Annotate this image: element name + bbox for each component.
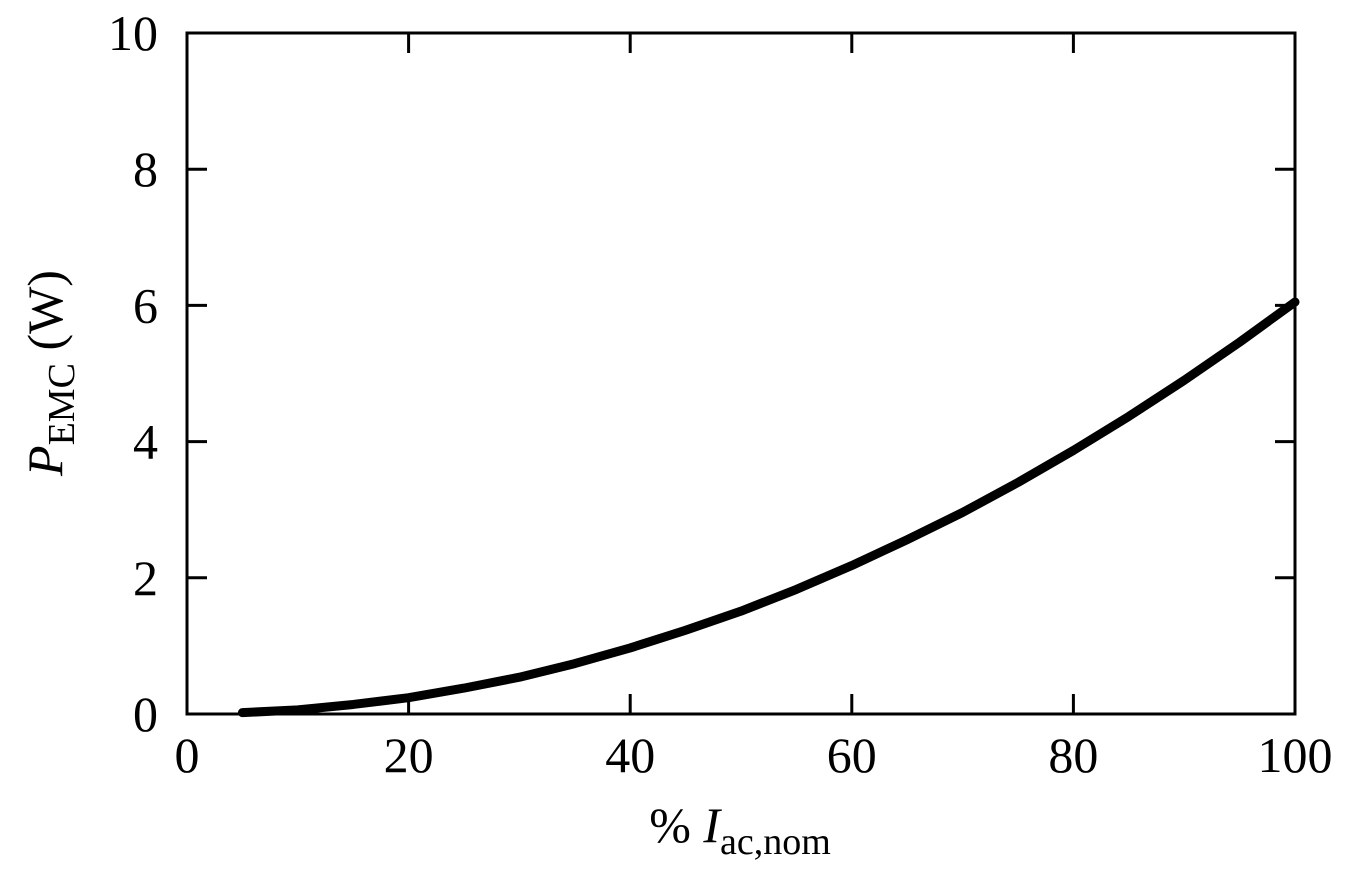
y-tick-label: 2 (133, 550, 158, 606)
x-label-part: ac,nom (720, 821, 831, 863)
y-tick-label: 8 (133, 141, 158, 197)
x-tick-label: 20 (384, 727, 434, 783)
x-tick-label: 80 (1048, 727, 1098, 783)
data-line (237, 297, 1300, 718)
x-tick-label: 40 (605, 727, 655, 783)
y-tick-label: 4 (133, 414, 158, 470)
y-label-part: P (17, 445, 73, 477)
x-label-part: % (649, 797, 703, 853)
y-tick-label: 10 (108, 5, 158, 61)
x-label-part: I (702, 797, 722, 853)
x-axis-label: % Iac,nom (649, 797, 831, 863)
y-axis-label: PEMC (W) (17, 270, 83, 477)
y-label-part: (W) (17, 270, 73, 363)
x-tick-label: 100 (1258, 727, 1333, 783)
y-label-part: EMC (41, 363, 83, 445)
y-tick-label: 0 (133, 686, 158, 742)
x-tick-label: 60 (827, 727, 877, 783)
x-tick-label: 0 (175, 727, 200, 783)
y-tick-label: 6 (133, 277, 158, 333)
plot-frame (185, 31, 1297, 716)
